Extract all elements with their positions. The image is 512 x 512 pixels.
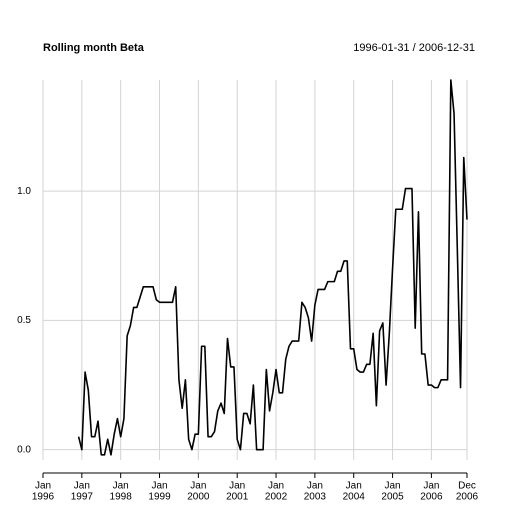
- x-tick-label: 2001: [226, 492, 249, 503]
- x-tick-label: Jan: [151, 481, 167, 492]
- x-tick-label: Jan: [268, 481, 284, 492]
- chart-title: Rolling month Beta: [43, 42, 145, 54]
- x-tick-label: Jan: [229, 481, 245, 492]
- x-tick-label: Jan: [74, 481, 90, 492]
- y-tick-label: 0.5: [17, 315, 31, 326]
- x-tick-label: Jan: [307, 481, 323, 492]
- x-tick-label: 1998: [110, 492, 133, 503]
- x-tick-label: 2006: [420, 492, 443, 503]
- line: [77, 79, 468, 456]
- x-tick-label: Jan: [113, 481, 129, 492]
- x-tick-label: 1996: [32, 492, 55, 503]
- x-tick-label: Jan: [346, 481, 362, 492]
- y-tick-label: 0.0: [17, 444, 31, 455]
- x-tick-label: Jan: [35, 481, 51, 492]
- x-tick-label: Jan: [423, 481, 439, 492]
- x-tick-label: Jan: [190, 481, 206, 492]
- x-tick-label: 2000: [187, 492, 210, 503]
- x-tick-label: 1997: [71, 492, 94, 503]
- x-tick-label: 2006: [456, 492, 479, 503]
- x-tick-label: 2004: [343, 492, 366, 503]
- x-tick-label: 2002: [265, 492, 288, 503]
- y-tick-label: 1.0: [17, 186, 31, 197]
- chart-subtitle: 1996-01-31 / 2006-12-31: [353, 42, 475, 54]
- x-tick-label: 1999: [148, 492, 171, 503]
- x-tick-label: 2003: [304, 492, 327, 503]
- x-tick-label: 2005: [381, 492, 404, 503]
- x-tick-label: Dec: [458, 481, 476, 492]
- x-tick-label: Jan: [384, 481, 400, 492]
